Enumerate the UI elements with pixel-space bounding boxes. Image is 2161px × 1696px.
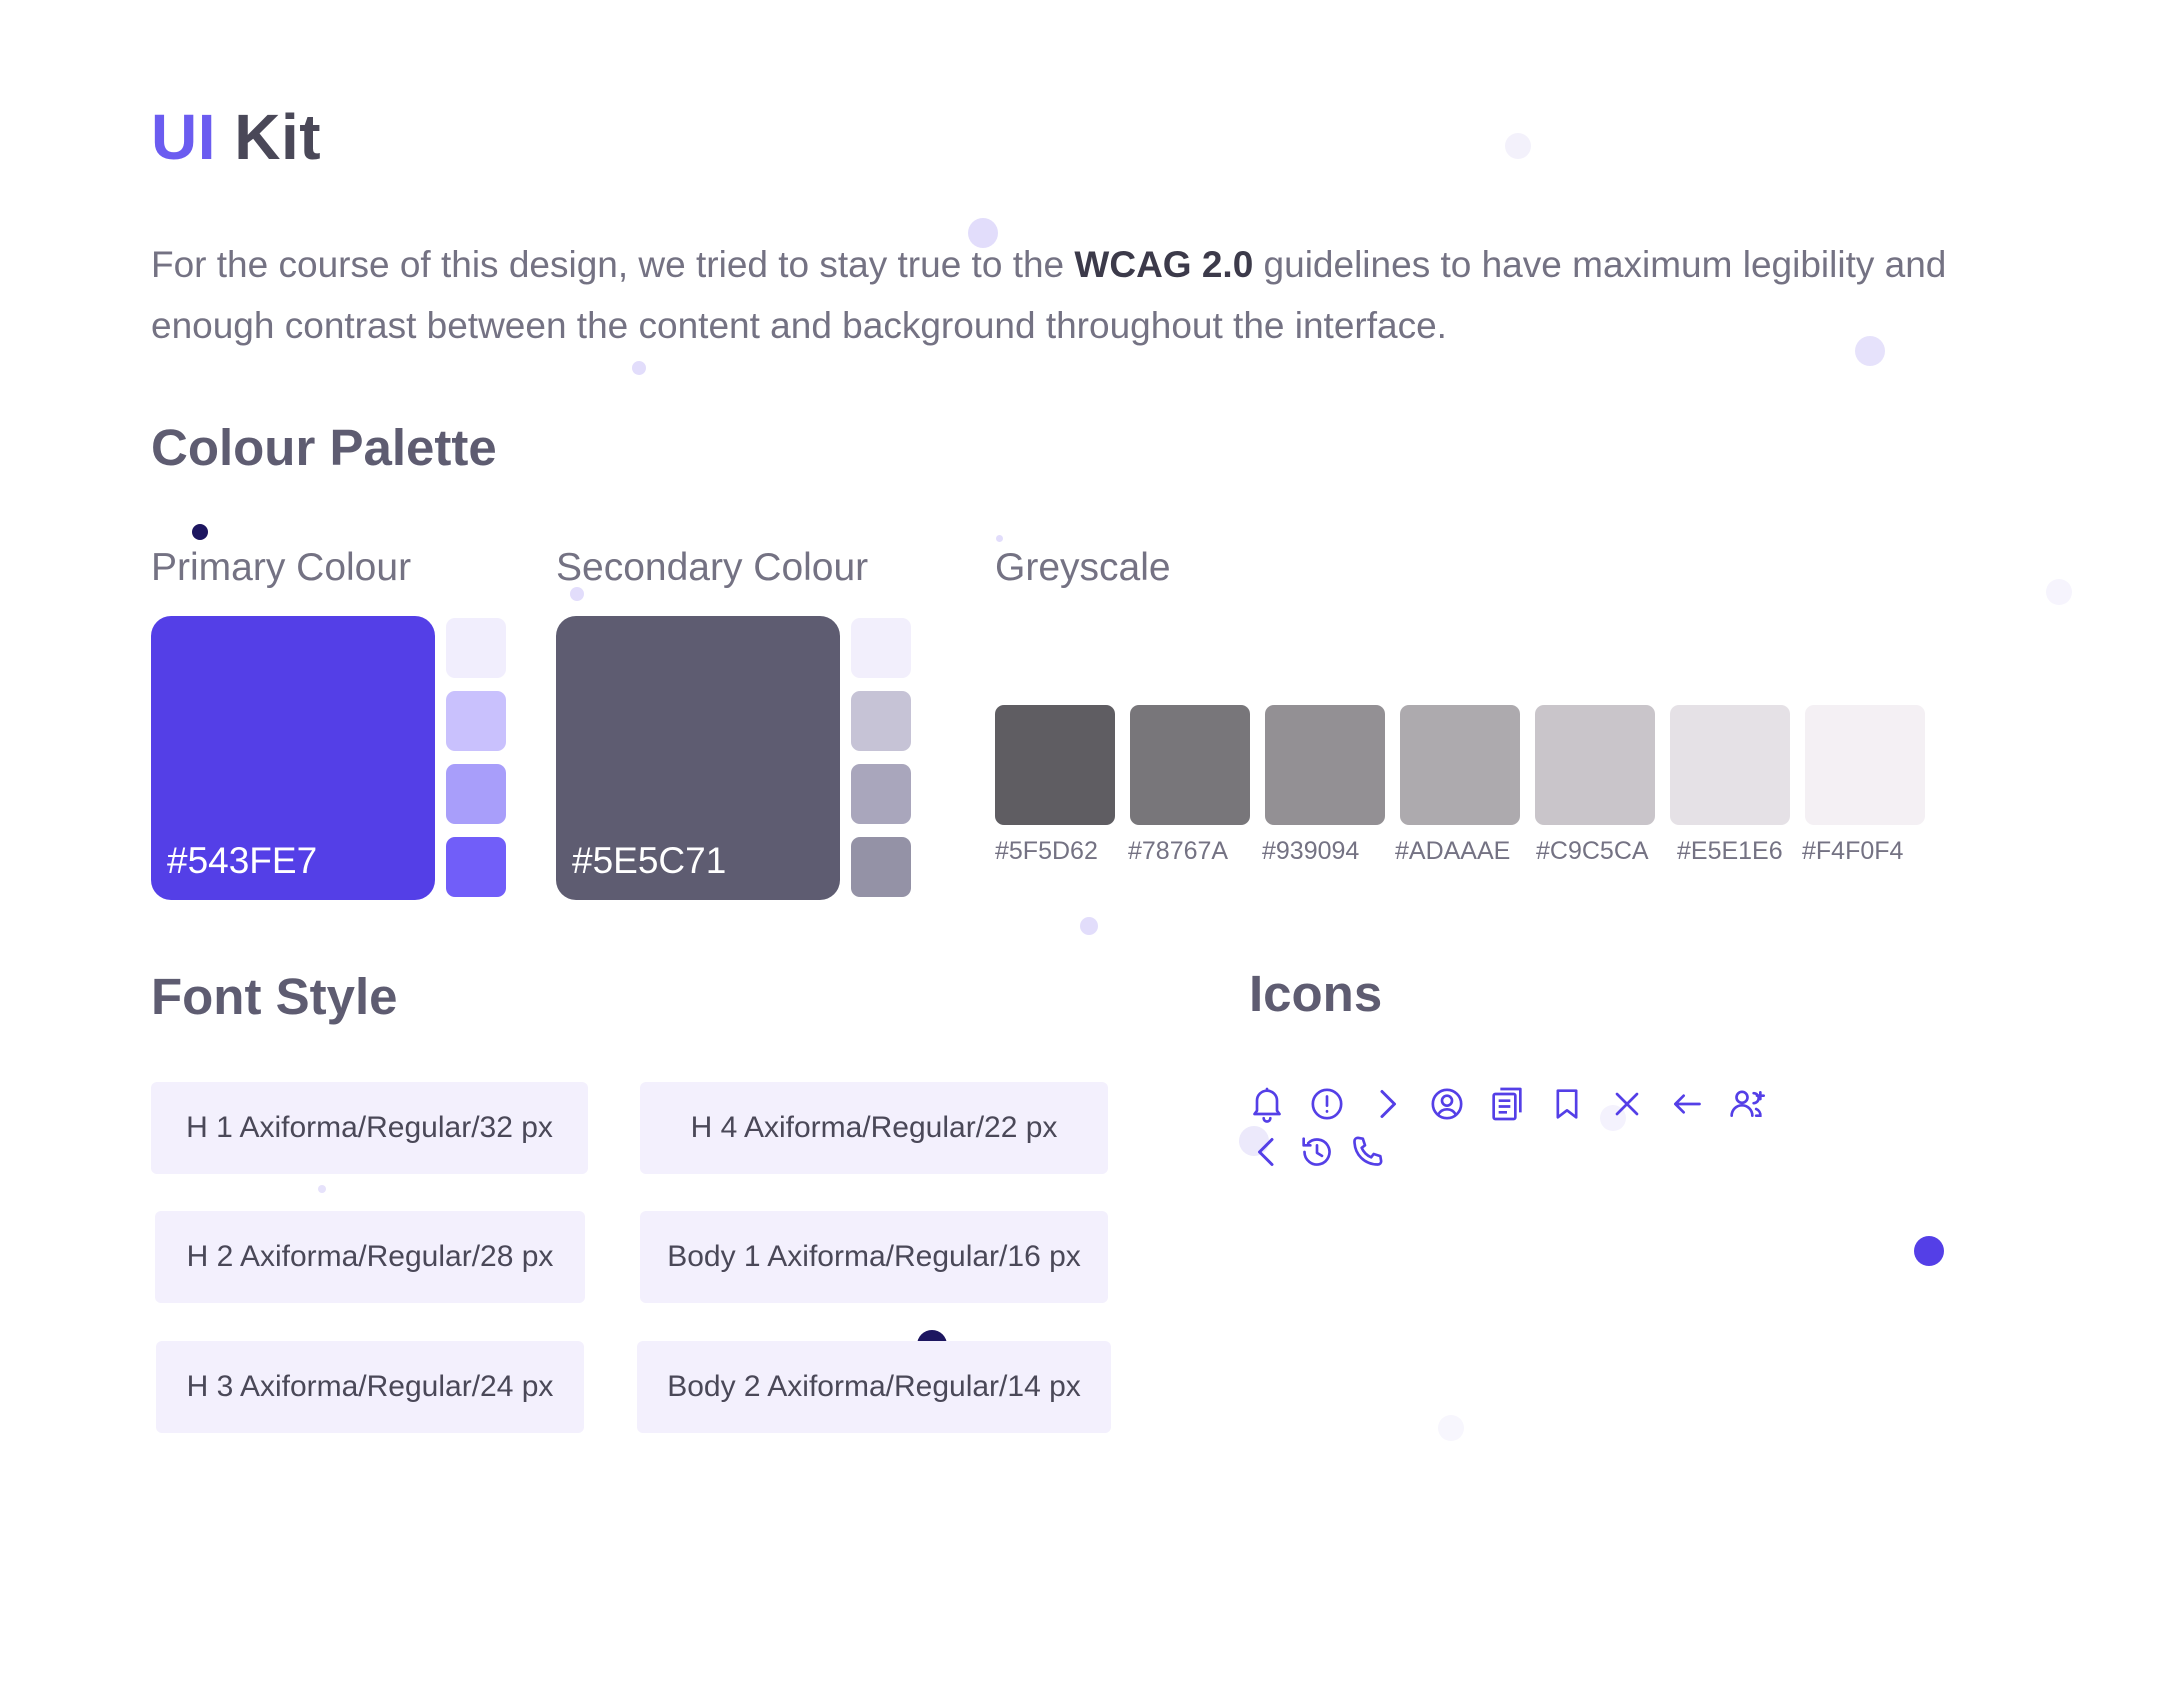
greyscale-swatch	[1670, 705, 1790, 825]
secondary-tint-swatch	[851, 691, 911, 751]
colour-palette-title: Colour Palette	[151, 419, 497, 476]
greyscale-hex: #F4F0F4	[1802, 837, 1904, 865]
decorative-dot	[1505, 133, 1531, 159]
close-icon	[1607, 1084, 1647, 1124]
font-style-label: Body 1 Axiforma/Regular/16 px	[667, 1240, 1081, 1273]
greyscale-swatch	[995, 705, 1115, 825]
font-style-h2: H 2 Axiforma/Regular/28 px	[155, 1211, 585, 1303]
primary-colour-label: Primary Colour	[151, 546, 412, 589]
greyscale-swatch	[1265, 705, 1385, 825]
intro-text-end: guidelines to have maximum legibility an…	[151, 244, 1947, 346]
secondary-tint-swatch	[851, 618, 911, 678]
primary-tint-swatch	[446, 618, 506, 678]
decorative-dot	[192, 524, 208, 540]
user-circle-icon	[1427, 1084, 1467, 1124]
document-icon	[1487, 1084, 1527, 1124]
greyscale-hex: #C9C5CA	[1536, 837, 1649, 865]
greyscale-swatch	[1535, 705, 1655, 825]
page-title: UI Kit	[151, 100, 321, 174]
secondary-colour-hex: #5E5C71	[572, 840, 727, 881]
icons-title: Icons	[1249, 965, 1383, 1022]
greyscale-swatch	[1130, 705, 1250, 825]
decorative-dot	[2046, 579, 2072, 605]
chevron-right-icon	[1367, 1084, 1407, 1124]
chevron-left-icon	[1247, 1132, 1287, 1172]
decorative-dot	[318, 1185, 326, 1193]
decorative-dot	[632, 361, 646, 375]
decorative-dot	[1855, 336, 1885, 366]
page-title-rest: Kit	[234, 101, 322, 173]
decorative-dot	[1239, 1126, 1269, 1156]
page-title-accent: UI	[151, 101, 216, 173]
add-user-icon	[1727, 1084, 1767, 1124]
font-style-label: H 4 Axiforma/Regular/22 px	[690, 1111, 1058, 1144]
primary-tint-swatch	[446, 691, 506, 751]
decorative-dot	[1080, 917, 1098, 935]
intro-highlight: WCAG 2.0	[1074, 244, 1254, 285]
primary-tint-swatch	[446, 764, 506, 824]
decorative-dot	[968, 218, 998, 248]
bookmark-icon	[1547, 1084, 1587, 1124]
greyscale-hex: #5F5D62	[995, 837, 1098, 865]
primary-colour-hex: #543FE7	[167, 840, 318, 881]
greyscale-hex: #78767A	[1128, 837, 1229, 865]
font-style-body2: Body 2 Axiforma/Regular/14 px	[637, 1341, 1111, 1433]
font-style-title: Font Style	[151, 968, 398, 1025]
font-style-h1: H 1 Axiforma/Regular/32 px	[151, 1082, 588, 1174]
font-style-h3: H 3 Axiforma/Regular/24 px	[156, 1341, 584, 1433]
font-style-label: H 1 Axiforma/Regular/32 px	[186, 1111, 553, 1144]
greyscale-swatch	[1400, 705, 1520, 825]
bell-icon	[1247, 1084, 1287, 1124]
font-style-label: H 2 Axiforma/Regular/28 px	[186, 1240, 554, 1273]
secondary-colour-swatch: #5E5C71	[556, 616, 840, 900]
secondary-tint-swatch	[851, 837, 911, 897]
greyscale-swatch	[1805, 705, 1925, 825]
alert-circle-icon	[1307, 1084, 1347, 1124]
intro-paragraph: For the course of this design, we tried …	[151, 234, 1961, 356]
greyscale-hex: #ADAAAE	[1395, 837, 1511, 865]
decorative-dot	[1438, 1415, 1464, 1441]
font-style-label: Body 2 Axiforma/Regular/14 px	[667, 1370, 1081, 1403]
secondary-colour-label: Secondary Colour	[556, 546, 869, 589]
secondary-tint-swatch	[851, 764, 911, 824]
font-style-label: H 3 Axiforma/Regular/24 px	[186, 1370, 554, 1403]
phone-icon	[1347, 1132, 1387, 1172]
font-style-h4: H 4 Axiforma/Regular/22 px	[640, 1082, 1108, 1174]
decorative-dot	[570, 587, 584, 601]
history-icon	[1297, 1132, 1337, 1172]
decorative-dot	[996, 535, 1003, 542]
font-style-body1: Body 1 Axiforma/Regular/16 px	[640, 1211, 1108, 1303]
intro-text: For the course of this design, we tried …	[151, 244, 1075, 285]
primary-tint-swatch	[446, 837, 506, 897]
greyscale-label: Greyscale	[995, 546, 1171, 589]
greyscale-hex: #939094	[1262, 837, 1360, 865]
greyscale-hex: #E5E1E6	[1677, 837, 1783, 865]
decorative-dot	[1914, 1236, 1944, 1266]
primary-colour-swatch: #543FE7	[151, 616, 435, 900]
arrow-left-icon	[1667, 1084, 1707, 1124]
